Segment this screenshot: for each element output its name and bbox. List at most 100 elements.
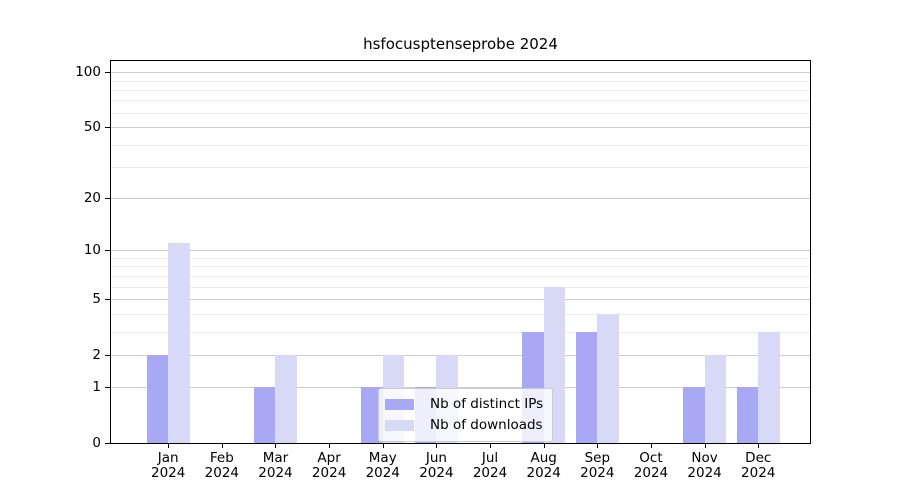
bar-distinct-ips (736, 387, 759, 443)
bar-downloads (758, 331, 780, 443)
x-tick-month: May (368, 450, 397, 466)
bar-distinct-ips (683, 387, 705, 443)
x-tick-label: Jul 2024 (455, 451, 525, 481)
x-tick-mark (704, 443, 706, 448)
minor-gridline (111, 144, 810, 146)
x-tick-month: Oct (639, 450, 663, 466)
y-tick-mark (105, 127, 110, 129)
x-tick-month: Apr (317, 450, 341, 466)
x-tick-mark (436, 443, 438, 448)
major-gridline (111, 127, 810, 129)
x-tick-year: 2024 (526, 465, 561, 481)
bar-distinct-ips (575, 331, 598, 443)
x-tick-mark (650, 443, 652, 448)
minor-gridline (111, 331, 810, 333)
major-gridline (111, 72, 810, 74)
x-tick-year: 2024 (687, 465, 722, 481)
x-tick-year: 2024 (633, 465, 669, 481)
x-tick-mark (168, 443, 170, 448)
major-gridline (111, 299, 810, 300)
bar-distinct-ips (146, 354, 169, 443)
minor-gridline (111, 266, 810, 268)
x-tick-label: May 2024 (348, 451, 418, 481)
y-tick-mark (105, 443, 110, 444)
x-tick-label: Oct 2024 (616, 451, 686, 481)
y-tick-mark (105, 198, 110, 200)
y-tick-label: 2 (92, 346, 101, 363)
minor-gridline (111, 286, 810, 288)
y-tick-label: 10 (83, 242, 101, 259)
minor-gridline (111, 313, 810, 315)
legend-label: Nb of downloads (430, 417, 543, 433)
major-gridline (111, 250, 810, 252)
x-tick-label: Nov 2024 (670, 451, 740, 481)
x-tick-mark (275, 443, 277, 448)
x-tick-month: Mar (262, 450, 289, 466)
x-tick-mark (543, 443, 545, 448)
x-tick-label: Aug 2024 (509, 451, 579, 481)
minor-gridline (111, 257, 810, 259)
plot-area: 0 1 2 5 10 20 50 100 Jan 2024 Feb 2024 Mar 2024 Apr 202… (75, 60, 811, 481)
legend-label: Nb of distinct IPs (430, 396, 544, 412)
minor-gridline (111, 275, 810, 277)
x-tick-year: 2024 (258, 465, 293, 481)
y-tick-label: 20 (83, 190, 101, 207)
x-tick-month: Jul (481, 450, 499, 466)
x-tick-mark (597, 443, 599, 448)
y-tick-label: 0 (92, 435, 101, 451)
x-tick-year: 2024 (151, 465, 186, 481)
x-tick-mark (490, 443, 492, 448)
x-tick-year: 2024 (365, 465, 400, 481)
y-tick-label: 1 (92, 379, 101, 396)
x-tick-label: Dec 2024 (723, 451, 793, 481)
legend-item: Nb of downloads (385, 417, 543, 434)
legend-item: Nb of distinct IPs (385, 396, 543, 413)
bar-downloads (275, 354, 297, 443)
y-tick-label: 100 (75, 64, 101, 81)
x-tick-year: 2024 (472, 465, 508, 481)
minor-gridline (111, 100, 810, 102)
x-tick-mark (221, 443, 223, 448)
x-tick-label: Mar 2024 (240, 451, 310, 481)
y-tick-mark (105, 354, 110, 356)
bar-downloads (704, 354, 727, 443)
x-tick-label: Apr 2024 (294, 451, 364, 481)
x-tick-month: Aug (530, 450, 557, 466)
x-tick-month: Feb (209, 450, 234, 466)
y-tick-mark (105, 299, 110, 300)
minor-gridline (111, 80, 810, 82)
x-tick-label: Jun 2024 (401, 451, 471, 481)
chart-title: hsfocusptenseprobe 2024 (363, 35, 558, 53)
major-gridline (111, 354, 810, 356)
legend-swatch (385, 420, 414, 431)
y-tick-mark (105, 72, 110, 74)
x-tick-year: 2024 (419, 465, 454, 481)
y-tick-label: 50 (83, 119, 101, 136)
x-tick-mark (329, 443, 331, 448)
y-tick-label: 5 (92, 291, 101, 307)
bar-downloads (168, 243, 190, 443)
legend-swatch (385, 399, 414, 410)
y-tick-mark (105, 387, 110, 389)
x-tick-month: Dec (745, 450, 772, 466)
x-tick-year: 2024 (580, 465, 615, 481)
x-tick-label: Sep 2024 (562, 451, 632, 481)
x-tick-month: Jun (425, 450, 447, 466)
x-tick-month: Jan (157, 450, 179, 466)
minor-gridline (111, 89, 810, 91)
minor-gridline (111, 167, 810, 169)
major-gridline (111, 198, 810, 200)
legend: Nb of distinct IPs Nb of downloads (378, 388, 554, 442)
bar-distinct-ips (253, 387, 276, 443)
major-gridline (111, 387, 810, 389)
y-tick-mark (105, 250, 110, 252)
bar-downloads (597, 313, 619, 443)
x-tick-year: 2024 (204, 465, 239, 481)
x-tick-year: 2024 (741, 465, 776, 481)
x-tick-label: Feb 2024 (187, 451, 257, 481)
x-tick-month: Sep (584, 450, 611, 466)
bar-distinct-ips (361, 387, 383, 443)
minor-gridline (111, 112, 810, 114)
x-tick-mark (382, 443, 384, 448)
